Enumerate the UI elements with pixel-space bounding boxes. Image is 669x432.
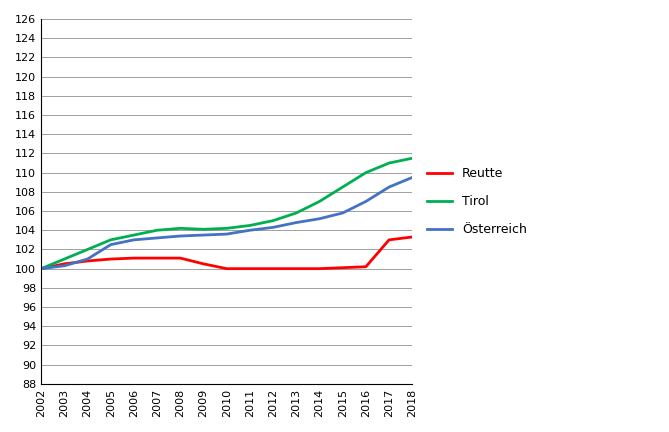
Reutte [316,266,324,271]
Österreich [269,225,277,230]
Tirol [339,184,347,190]
Österreich [153,235,161,241]
Österreich [177,233,185,238]
Tirol [362,170,370,175]
Tirol [408,156,416,161]
Tirol [84,247,92,252]
Tirol [153,228,161,233]
Reutte [339,265,347,270]
Österreich [106,242,114,247]
Tirol [177,226,185,231]
Tirol [292,210,300,216]
Tirol [269,218,277,223]
Reutte [37,266,45,271]
Line: Tirol: Tirol [41,158,412,269]
Österreich [199,232,207,238]
Österreich [339,210,347,216]
Reutte [269,266,277,271]
Reutte [177,255,185,260]
Tirol [385,160,393,165]
Österreich [385,184,393,190]
Tirol [316,199,324,204]
Österreich [362,199,370,204]
Österreich [60,263,68,268]
Österreich [408,175,416,180]
Reutte [130,255,138,260]
Reutte [223,266,231,271]
Reutte [385,237,393,242]
Österreich [84,257,92,262]
Tirol [199,227,207,232]
Line: Österreich: Österreich [41,178,412,269]
Tirol [60,257,68,262]
Reutte [84,258,92,264]
Tirol [106,237,114,242]
Reutte [246,266,254,271]
Tirol [223,226,231,231]
Reutte [408,235,416,240]
Österreich [37,266,45,271]
Tirol [246,223,254,228]
Tirol [130,232,138,238]
Reutte [153,255,161,260]
Tirol [37,266,45,271]
Reutte [106,257,114,262]
Reutte [292,266,300,271]
Österreich [130,237,138,242]
Österreich [292,220,300,225]
Österreich [223,232,231,237]
Österreich [246,228,254,233]
Reutte [199,261,207,267]
Reutte [362,264,370,269]
Line: Reutte: Reutte [41,237,412,269]
Legend: Reutte, Tirol, Österreich: Reutte, Tirol, Österreich [422,162,532,241]
Österreich [316,216,324,221]
Reutte [60,261,68,267]
